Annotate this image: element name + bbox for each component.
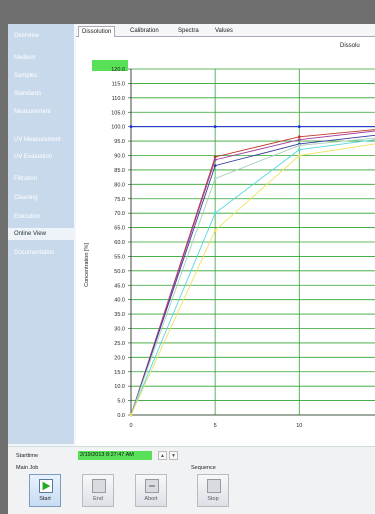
y-tick-label: 95.0 [114,139,125,145]
chart-series [129,125,375,417]
play-icon [39,479,53,493]
data-point [297,144,301,147]
x-tick-label: 10 [296,423,302,429]
y-tick-label: 20.0 [114,355,125,361]
y-tick-label: 110.0 [112,96,125,102]
y-tick-label: 35.0 [114,312,125,318]
y-tick-label: 85.0 [114,168,125,174]
x-axis-ticks: 0 5 10 [129,423,302,429]
sidebar-item-execution[interactable]: Execution [14,214,41,220]
sidebar-item-online-view[interactable]: Online View [8,228,74,240]
data-point [297,154,301,157]
dissolution-chart: 0.05.010.015.020.025.030.035.040.045.050… [84,60,375,429]
data-point [213,177,217,180]
y-tick-label: 30.0 [114,327,125,333]
x-tick-label: 5 [214,423,217,429]
series-line-3 [130,134,375,416]
y-tick-label: 50.0 [114,269,125,275]
data-point [297,148,301,152]
tab-dissolution[interactable]: Dissolution [78,26,116,37]
data-point [297,138,301,142]
data-point [213,158,217,162]
sidebar: Overview Medium Samples Standards Measur… [8,24,74,444]
y-tick-label: 0.0 [117,413,125,419]
sidebar-item-standards[interactable]: Standards [14,91,42,97]
sidebar-item-medium[interactable]: Medium [14,55,36,61]
tab-calibration[interactable]: Calibration [130,28,159,34]
end-button[interactable]: End [82,474,114,507]
stop-button[interactable]: Stop [197,474,229,507]
data-point [213,164,217,167]
sidebar-item-overview[interactable]: Overview [14,33,40,39]
starttime-field[interactable]: 2/19/2013 8:27:47 AM [78,451,152,460]
chart-title: Dissolu [340,43,360,49]
series-line-2 [130,130,375,416]
y-tick-label: 75.0 [114,197,125,203]
y-tick-label: 120.0 [111,67,125,73]
chart-grid [130,68,375,416]
y-tick-label: 5.0 [117,399,125,405]
series-line-1 [130,129,375,416]
abort-button-label: Abort [144,496,158,502]
y-tick-label: 80.0 [114,182,125,188]
data-point [213,211,217,215]
y-axis-ticks: 0.0 5.0 10.0 15.0 20.0 25.0 30.0 35.0 40.0 45.0 50… [111,67,131,419]
y-max-highlight [92,60,128,71]
y-tick-label: 60.0 [114,240,125,246]
sequence-label: Sequence [191,465,216,471]
start-button[interactable]: Start [29,474,61,507]
y-tick-label: 15.0 [114,370,125,376]
sidebar-item-uv-measurement[interactable]: UV Measurement [14,137,61,143]
series-line-5 [130,139,375,416]
sidebar-item-measurement[interactable]: Measurement [14,109,51,115]
data-point [297,135,301,139]
sidebar-item-uv-evaluation[interactable]: UV Evaluation [14,154,53,160]
end-button-label: End [93,496,103,502]
stop-icon [207,479,221,493]
bottom-bar [8,446,375,514]
y-tick-label: 100.0 [111,125,125,131]
y-tick-label: 65.0 [114,226,125,232]
data-point [297,125,301,129]
data-point [213,155,217,159]
tab-values[interactable]: Values [215,28,233,34]
data-point [213,125,217,129]
end-icon [92,479,106,493]
y-tick-label: 115.0 [112,81,125,87]
sidebar-item-samples[interactable]: Samples [14,73,38,79]
main-job-label: Main Job [16,465,39,471]
y-tick-label: 10.0 [114,384,125,390]
y-tick-label: 90.0 [114,154,125,160]
data-point [129,125,133,129]
series-line-4 [130,137,375,416]
series-line-6 [130,143,375,416]
data-point [129,413,133,417]
stop-button-label: Stop [207,496,219,502]
abort-button[interactable]: Abort [135,474,167,507]
x-tick-label: 0 [129,423,132,429]
y-axis-label: Concentration [%] [84,243,90,287]
abort-icon [145,479,159,493]
tab-spectra[interactable]: Spectra [178,28,199,34]
spin-up-button[interactable]: ▲ [158,451,167,460]
spin-down-button[interactable]: ▼ [169,451,178,460]
y-tick-label: 25.0 [114,341,125,347]
sidebar-item-filtration[interactable]: Filtration [14,176,38,182]
data-point [213,229,217,232]
chart-panel [76,36,375,447]
y-tick-label: 70.0 [114,211,125,217]
start-button-label: Start [39,496,51,502]
y-tick-label: 55.0 [114,254,125,260]
y-tick-label: 40.0 [114,298,125,304]
starttime-label: Starttime [16,453,39,459]
sidebar-item-cleaning[interactable]: Cleaning [14,195,38,201]
y-tick-label: 105.0 [111,110,125,116]
sidebar-item-documentation[interactable]: Documentation [14,250,55,256]
y-tick-label: 45.0 [114,283,125,289]
